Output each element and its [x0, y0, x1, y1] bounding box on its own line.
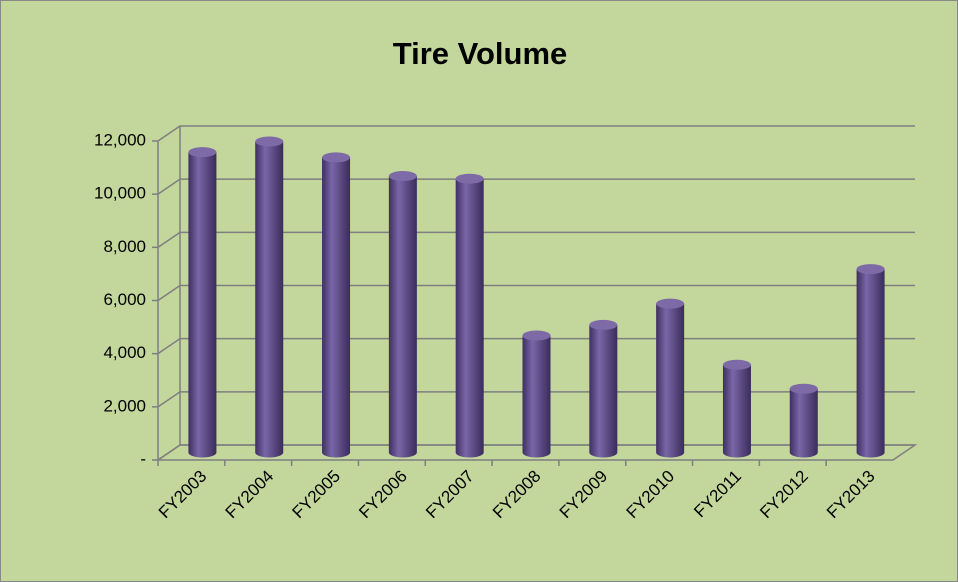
chart-title: Tire Volume	[393, 36, 568, 71]
bar-part	[656, 298, 685, 309]
bar-part	[322, 157, 351, 458]
bar-part	[188, 147, 217, 158]
bar	[789, 383, 818, 458]
bar	[188, 147, 217, 458]
bar	[856, 264, 885, 458]
bar-part	[656, 303, 685, 458]
y-tick-label: 4,000	[103, 343, 146, 362]
y-tick-label: 2,000	[103, 396, 146, 415]
bar-part	[455, 173, 484, 184]
bar	[322, 152, 351, 458]
bar-part	[388, 171, 417, 182]
bar	[522, 330, 551, 458]
bar-part	[789, 388, 818, 458]
y-tick-label: -	[140, 449, 146, 468]
y-tick-label: 8,000	[103, 237, 146, 256]
bar-part	[789, 383, 818, 394]
bar	[589, 319, 618, 458]
bar-part	[722, 364, 751, 458]
bar	[255, 136, 284, 458]
bar-part	[722, 359, 751, 370]
y-tick-label: 10,000	[94, 184, 146, 203]
bar-part	[856, 269, 885, 458]
bar-part	[856, 264, 885, 275]
bar-part	[388, 176, 417, 458]
grid-line	[157, 178, 915, 195]
y-tick-label: 6,000	[103, 290, 146, 309]
bar-part	[589, 324, 618, 458]
bar	[656, 298, 685, 458]
bar	[722, 359, 751, 458]
bar-part	[589, 319, 618, 330]
bar-part	[522, 330, 551, 341]
grid-line	[157, 125, 915, 142]
y-tick-label: 12,000	[94, 130, 146, 149]
grid-line	[157, 231, 915, 248]
bar-part	[522, 335, 551, 458]
bar	[455, 173, 484, 458]
bar-part	[455, 178, 484, 458]
bar-part	[255, 141, 284, 458]
bar-part	[188, 152, 217, 458]
bar-part	[255, 136, 284, 147]
bar-part	[322, 152, 351, 163]
bar	[388, 171, 417, 458]
grid-line	[157, 284, 915, 302]
